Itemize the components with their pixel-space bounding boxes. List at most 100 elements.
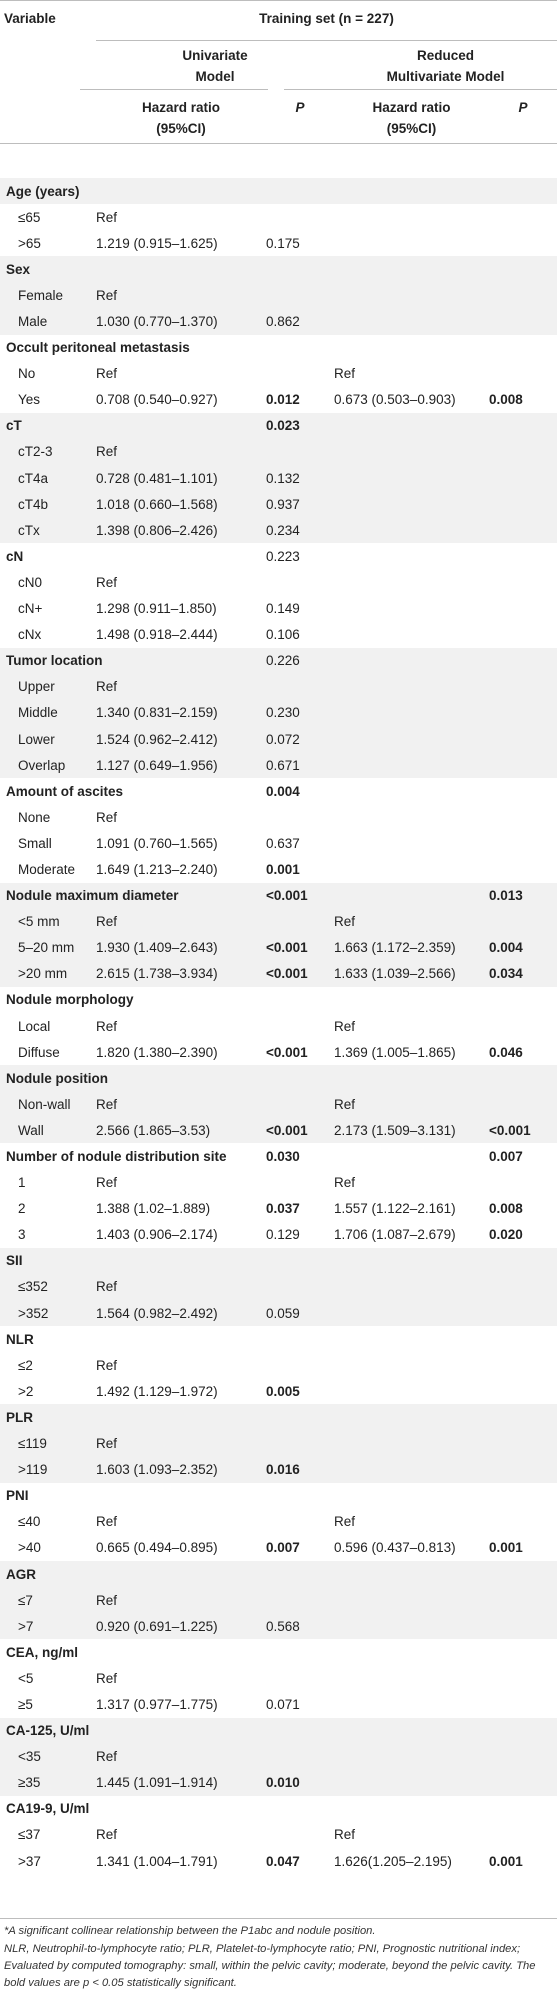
multivariate-hr-cell: [334, 622, 489, 648]
multivariate-p-cell: [489, 1665, 557, 1691]
univariate-p-cell: 0.129: [266, 1227, 300, 1243]
table-row: Diffuse 1.820 (1.380–2.390) <0.001 1.369 (1…: [0, 1039, 557, 1065]
footnote-abbreviations: NLR, Neutrophil-to-lymphocyte ratio; PLR…: [4, 1943, 536, 1989]
variable-group-name: Tumor location: [0, 647, 103, 674]
table-row: >37 1.341 (1.004–1.791) 0.047 1.626(1.205–2…: [0, 1848, 557, 1874]
variable-level-name: >119: [0, 1456, 96, 1483]
variable-level-name: 1: [18, 1175, 26, 1191]
multivariate-p-cell: [489, 256, 557, 283]
table-row: Moderate 1.649 (1.213–2.240) 0.001: [0, 856, 557, 882]
variable-level-name: >2: [18, 1383, 34, 1399]
univariate-hr-cell: [96, 412, 266, 439]
univariate-hr-cell: Ref: [96, 1587, 266, 1614]
multivariate-hr-cell: [334, 1587, 489, 1614]
table-row: 3 1.403 (0.906–2.174) 0.129 1.706 (1.087–2.…: [0, 1222, 557, 1248]
multivariate-hr-cell: 1.557 (1.122–2.161): [334, 1201, 456, 1217]
multivariate-p-cell: [489, 1822, 557, 1848]
univariate-hr-cell: [96, 256, 266, 283]
univariate-p-cell: 0.012: [266, 392, 300, 408]
group-row: CA-125, U/ml: [0, 1717, 557, 1744]
multivariate-hr-cell: 0.596 (0.437–0.813): [334, 1540, 456, 1556]
table-row: ≤119 Ref: [0, 1430, 557, 1457]
univariate-p-cell: <0.001: [266, 882, 334, 909]
variable-level-name: >65: [18, 235, 41, 251]
multivariate-hr-cell: [334, 1717, 489, 1744]
multivariate-hr-cell: [334, 804, 489, 830]
table-row: cN0 Ref: [0, 569, 557, 595]
multivariate-hr-cell: [334, 1769, 489, 1796]
multivariate-hr-cell: 1.633 (1.039–2.566): [334, 960, 489, 987]
variable-group-name: Nodule morphology: [6, 992, 134, 1008]
univariate-hr-cell: Ref: [96, 1430, 266, 1457]
multivariate-hr-cell: [334, 569, 489, 595]
table-row: cT4b 1.018 (0.660–1.568) 0.937: [0, 491, 557, 518]
table-row: Small 1.091 (0.760–1.565) 0.637: [0, 830, 557, 856]
univariate-p-cell: <0.001: [266, 960, 334, 987]
variable-group-name: AGR: [0, 1560, 96, 1588]
univariate-hr-cell: Ref: [96, 574, 118, 590]
variable-level-name: Female: [0, 282, 96, 309]
multivariate-hr-cell: [334, 1456, 489, 1483]
multivariate-hr-cell: [334, 699, 489, 726]
univariate-p-cell: [266, 1483, 334, 1509]
multivariate-p-cell: [489, 1743, 557, 1770]
univariate-hr-cell: 1.649 (1.213–2.240): [96, 861, 218, 877]
multivariate-p-cell: [489, 1404, 557, 1431]
variable-level-name: ≤119: [0, 1430, 96, 1457]
multivariate-p-cell: [489, 647, 557, 674]
table-row: Middle 1.340 (0.831–2.159) 0.230: [0, 699, 557, 726]
multivariate-hr-cell: [334, 1378, 489, 1404]
univariate-hr-cell: 1.018 (0.660–1.568): [96, 491, 266, 518]
table-row: >2 1.492 (1.129–1.972) 0.005: [0, 1378, 557, 1404]
univariate-hr-cell: 1.127 (0.649–1.956): [96, 752, 266, 779]
group-row: CEA, ng/ml: [0, 1639, 557, 1665]
multivariate-p-cell: [489, 778, 557, 804]
multivariate-p-cell: [489, 1170, 557, 1196]
multivariate-hr-cell: [334, 1665, 489, 1691]
header-univariate-hr: Hazard ratio (95%CI): [96, 97, 266, 139]
univariate-p-cell: [266, 1587, 334, 1614]
variable-level-name: 2: [18, 1201, 26, 1217]
header-reduced-p: P: [518, 100, 528, 115]
multivariate-hr-cell: [334, 178, 489, 205]
multivariate-hr-cell: [334, 882, 489, 909]
univariate-p-cell: 0.149: [266, 601, 300, 617]
univariate-hr-cell: Ref: [96, 673, 266, 700]
group-row: SII: [0, 1247, 557, 1274]
multivariate-hr-cell: 2.173 (1.509–3.131): [334, 1117, 489, 1144]
multivariate-p-cell: [489, 1639, 557, 1665]
univariate-p-cell: [266, 1404, 334, 1431]
multivariate-hr-cell: 0.673 (0.503–0.903): [334, 392, 456, 408]
table-row: <35 Ref: [0, 1743, 557, 1770]
univariate-p-cell: <0.001: [266, 934, 334, 961]
variable-level-name: ≤2: [18, 1357, 33, 1373]
multivariate-p-cell: <0.001: [489, 1117, 557, 1144]
group-row: Occult peritoneal metastasis: [0, 335, 557, 361]
multivariate-hr-cell: 1.663 (1.172–2.359): [334, 934, 489, 961]
multivariate-hr-cell: [334, 752, 489, 779]
variable-level-name: ≤7: [0, 1587, 96, 1614]
variable-group-name: Nodule position: [0, 1065, 108, 1092]
multivariate-hr-cell: [334, 282, 489, 309]
univariate-hr-line2: (95%CI): [156, 121, 206, 136]
multivariate-p-cell: [489, 1352, 557, 1378]
univariate-hr-cell: 1.317 (0.977–1.775): [96, 1696, 218, 1712]
multivariate-hr-cell: [334, 1404, 489, 1431]
variable-level-name: ≤65: [18, 209, 41, 225]
univariate-hr-cell: 1.388 (1.02–1.889): [96, 1201, 211, 1217]
univariate-hr-cell: [96, 543, 266, 569]
table-row: Overlap 1.127 (0.649–1.956) 0.671: [0, 752, 557, 779]
multivariate-hr-cell: [334, 1273, 489, 1301]
multivariate-p-cell: [489, 230, 557, 256]
multivariate-hr-cell: [334, 1430, 489, 1457]
variable-level-name: Middle: [0, 699, 96, 726]
multivariate-p-cell: [489, 569, 557, 595]
univariate-hr-cell: [96, 1326, 266, 1352]
univariate-p-cell: [266, 804, 334, 830]
multivariate-p-cell: [489, 1326, 557, 1352]
multivariate-hr-cell: [334, 1326, 489, 1352]
multivariate-hr-cell: [334, 204, 489, 230]
multivariate-p-cell: [489, 412, 557, 439]
univariate-p-cell: [266, 1091, 334, 1118]
multivariate-p-cell: [489, 438, 557, 466]
